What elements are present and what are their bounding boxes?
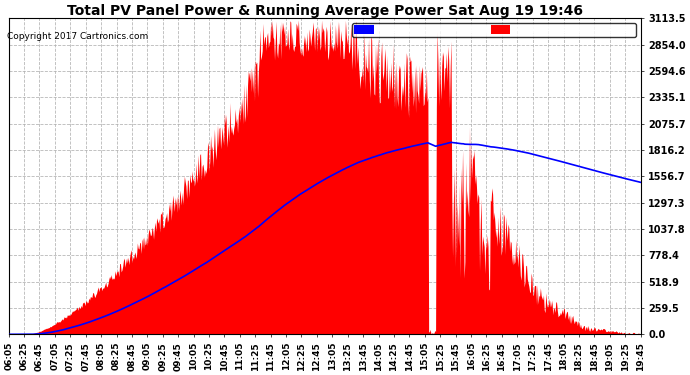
Legend: Average  (DC Watts), PV Panels  (DC Watts): Average (DC Watts), PV Panels (DC Watts) bbox=[353, 23, 635, 37]
Text: Copyright 2017 Cartronics.com: Copyright 2017 Cartronics.com bbox=[7, 32, 148, 41]
Title: Total PV Panel Power & Running Average Power Sat Aug 19 19:46: Total PV Panel Power & Running Average P… bbox=[67, 4, 582, 18]
